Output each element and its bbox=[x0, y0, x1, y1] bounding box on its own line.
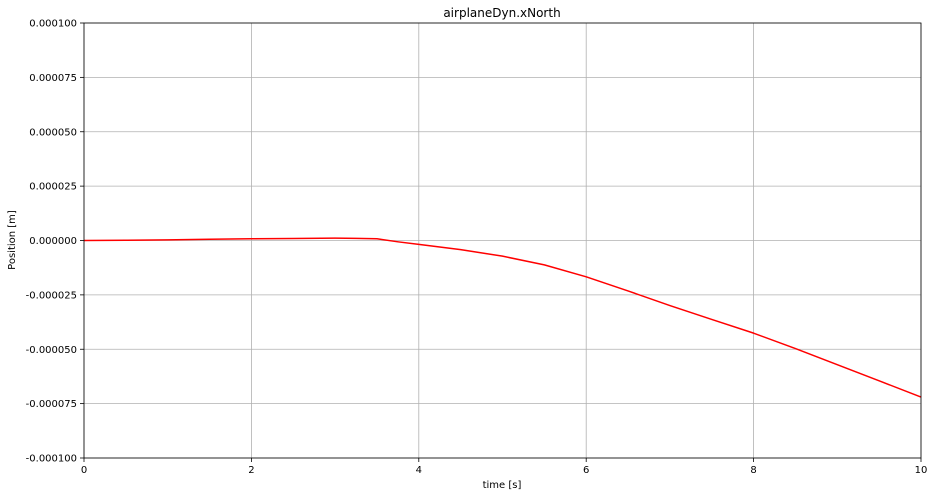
y-tick-label: 0.000000 bbox=[29, 236, 77, 247]
y-axis-label: Position [m] bbox=[7, 210, 18, 270]
x-axis-label: time [s] bbox=[483, 480, 522, 491]
x-tick-label: 4 bbox=[416, 465, 422, 476]
chart-title: airplaneDyn.xNorth bbox=[443, 6, 560, 20]
x-tick-label: 6 bbox=[583, 465, 589, 476]
x-tick-label: 10 bbox=[915, 465, 928, 476]
series-layer bbox=[83, 237, 922, 398]
y-tick-label: -0.000075 bbox=[26, 399, 77, 410]
plot-frame bbox=[83, 22, 922, 459]
y-tick-label: 0.000025 bbox=[29, 182, 77, 193]
axis-ticks: 0 2 4 6 8 10 0.000100 0.000075 0.000050 0.000025 0… bbox=[26, 19, 928, 477]
y-tick-label: 0.000050 bbox=[29, 127, 77, 138]
x-tick-label: 8 bbox=[750, 465, 756, 476]
y-tick-label: -0.000050 bbox=[26, 345, 77, 356]
x-tick-label: 2 bbox=[248, 465, 254, 476]
y-tick-label: 0.000100 bbox=[29, 19, 77, 30]
series-line bbox=[83, 237, 922, 398]
y-tick-label: 0.000075 bbox=[29, 73, 77, 84]
y-tick-label: -0.000100 bbox=[26, 454, 77, 465]
y-tick-label: -0.000025 bbox=[26, 290, 77, 301]
x-tick-label: 0 bbox=[81, 465, 87, 476]
